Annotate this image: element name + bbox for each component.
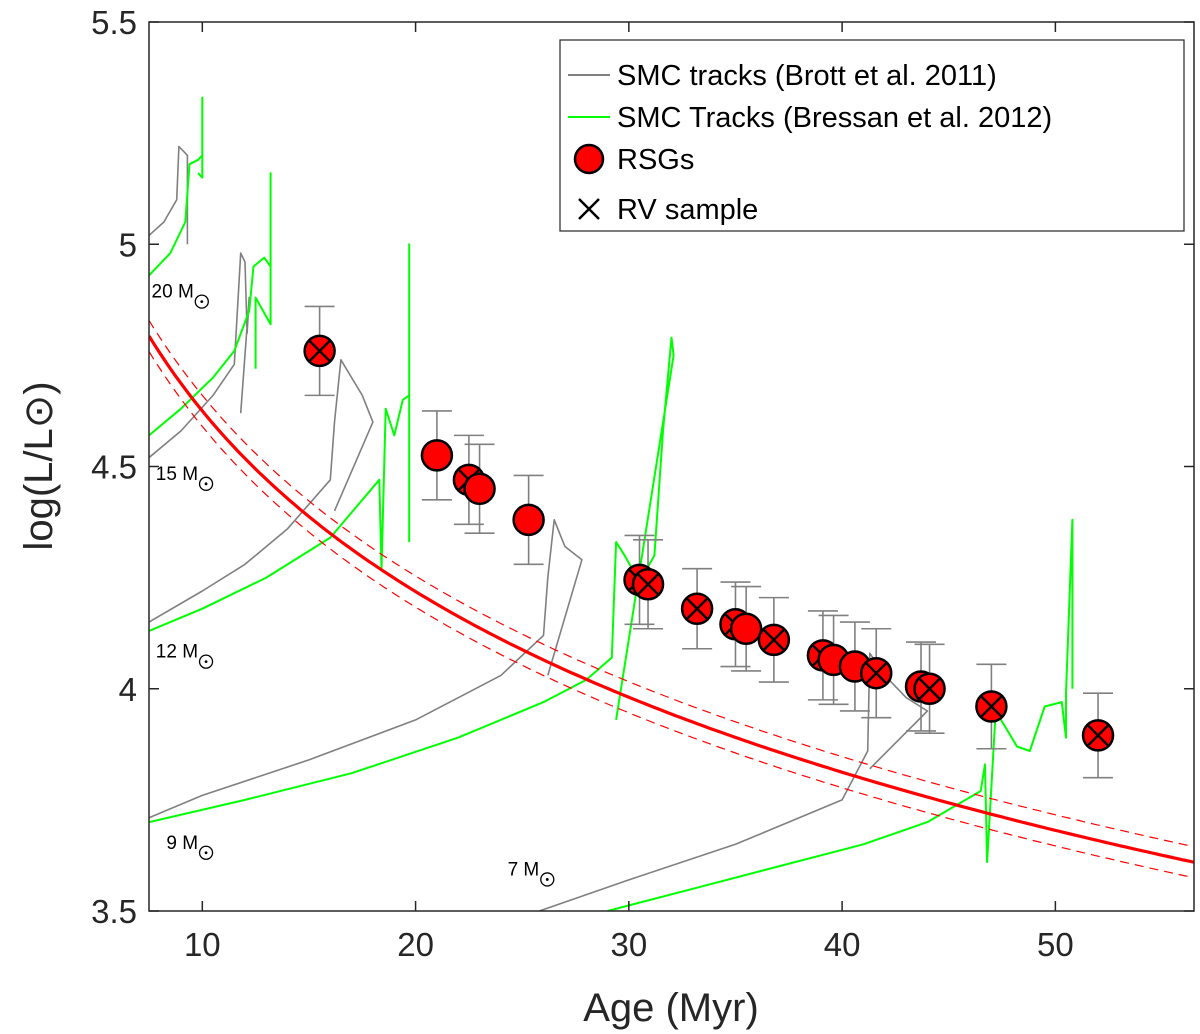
- rv-sample-marker: [1087, 724, 1109, 747]
- x-tick-label: 20: [397, 926, 434, 963]
- rv-sample-marker: [918, 677, 941, 700]
- fit-layer: [149, 320, 1194, 879]
- rv-sample-marker: [763, 629, 785, 651]
- sun-symbol-icon: [198, 654, 214, 669]
- y-tick-label: 3.5: [91, 893, 137, 930]
- rsg-point: [512, 503, 545, 537]
- mass-labels: 20 M 15 M 12 M 9 M 7 M: [152, 282, 555, 887]
- brott-track-7-m: [539, 652, 929, 911]
- rv-sample-marker: [980, 695, 1003, 718]
- mass-label-7-m: 7 M: [508, 859, 540, 880]
- x-tick-label: 50: [1037, 926, 1074, 963]
- legend-rsg-marker: [573, 143, 605, 175]
- brott-track-12-m: [149, 359, 374, 623]
- sun-symbol-dot-icon: [204, 660, 208, 664]
- sun-symbol-icon: [198, 845, 214, 860]
- legend: SMC tracks (Brott et al. 2011) SMC Track…: [559, 39, 1185, 232]
- sun-symbol-icon: [540, 872, 555, 887]
- x-tick-label: 10: [184, 926, 221, 963]
- x-axis-title: Age (Myr): [583, 986, 759, 1030]
- y-tick-label: 4.5: [91, 449, 137, 486]
- legend-box: [559, 39, 1185, 232]
- bressan-track-9-m: [149, 336, 675, 824]
- rsg-point: [420, 439, 454, 472]
- y-axis-title: log(L/L⊙): [17, 381, 61, 550]
- bressan-track-15-m: [149, 172, 272, 437]
- fit-lower-bound: [149, 351, 1194, 879]
- sun-symbol-dot-icon: [204, 851, 208, 855]
- mass-label-12-m: 12 M: [156, 642, 198, 663]
- brott-track-20-m: [149, 145, 189, 245]
- rv-sample-marker: [865, 662, 888, 685]
- rv-sample-marker: [308, 340, 331, 362]
- legend-bressan-label: SMC Tracks (Bressan et al. 2012): [617, 102, 1052, 134]
- sun-symbol-icon: [198, 476, 214, 491]
- sun-symbol-dot-icon: [545, 878, 549, 881]
- x-tick-label: 30: [610, 926, 647, 963]
- bressan-track-20-m: [149, 96, 204, 277]
- rsg-point: [729, 612, 763, 645]
- fit-line: [149, 335, 1194, 864]
- mass-label-20-m: 20 M: [152, 282, 194, 303]
- points-layer: [303, 305, 1115, 779]
- brott-track-9-m: [149, 519, 583, 819]
- y-tick-label: 5: [119, 226, 137, 263]
- legend-brott-label: SMC tracks (Brott et al. 2011): [617, 60, 997, 92]
- bressan-track-12-m: [149, 243, 411, 632]
- legend-rv-label: RV sample: [617, 194, 758, 226]
- x-tick-label: 40: [824, 926, 861, 963]
- sun-symbol-icon: [194, 294, 209, 309]
- rsg-point: [463, 472, 496, 505]
- mass-label-9-m: 9 M: [166, 833, 198, 854]
- sun-symbol-dot-icon: [200, 300, 204, 303]
- rv-sample-marker: [686, 597, 708, 620]
- axis-ticks: 10 20 30 40 50 3.5 4 4.5 5 5.5: [91, 4, 1194, 963]
- legend-rv-marker: [578, 198, 600, 220]
- mass-label-15-m: 15 M: [156, 464, 198, 485]
- y-tick-label: 5.5: [91, 4, 137, 41]
- legend-rsg-label: RSGs: [617, 144, 694, 176]
- rv-sample-marker: [637, 573, 659, 596]
- fit-upper-bound: [149, 320, 1194, 848]
- sun-symbol-dot-icon: [204, 482, 208, 486]
- y-tick-label: 4: [119, 671, 137, 708]
